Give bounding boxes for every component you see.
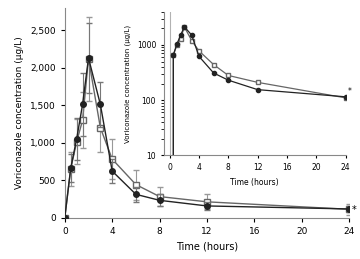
X-axis label: Time (hours): Time (hours) (230, 178, 279, 186)
Y-axis label: Voriconazole concentration (µg/L): Voriconazole concentration (µg/L) (15, 36, 24, 189)
Text: *: * (352, 205, 356, 215)
Text: *: * (348, 87, 352, 96)
X-axis label: Time (hours): Time (hours) (176, 241, 238, 251)
Y-axis label: Voriconazole concentration (µg/L): Voriconazole concentration (µg/L) (125, 24, 131, 143)
